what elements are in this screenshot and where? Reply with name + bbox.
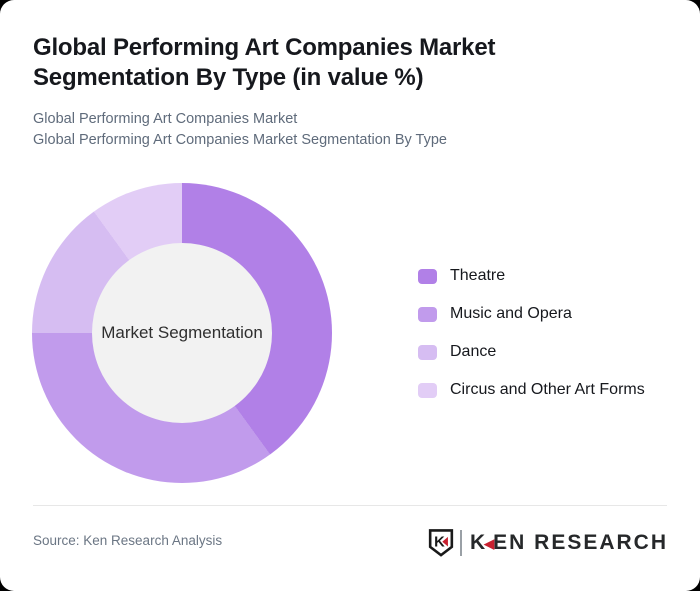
logo-wordmark: K◀EN RESEARCH — [469, 531, 668, 554]
legend-swatch-dance — [418, 344, 437, 360]
legend-item-dance: Dance — [418, 342, 645, 362]
legend-swatch-music-and-opera — [418, 306, 437, 322]
legend-label: Music and Opera — [450, 305, 572, 322]
legend-swatch-circus-and-other — [418, 382, 437, 398]
legend-item-circus-and-other: Circus and Other Art Forms — [418, 380, 645, 400]
legend-label: Circus and Other Art Forms — [450, 381, 645, 398]
logo-divider-bar — [459, 530, 462, 556]
legend-label: Dance — [450, 343, 497, 360]
legend-swatch-theatre — [418, 268, 437, 284]
legend-item-music-and-opera: Music and Opera — [418, 304, 645, 324]
chart-subtitle: Global Performing Art Companies Market G… — [33, 109, 447, 151]
donut-chart: Market Segmentation — [32, 183, 332, 483]
chart-legend: Theatre Music and Opera Dance Circus and… — [418, 266, 645, 418]
legend-item-theatre: Theatre — [418, 266, 645, 286]
footer-divider — [33, 505, 667, 506]
donut-ring: Market Segmentation — [32, 183, 332, 483]
donut-center: Market Segmentation — [92, 243, 272, 423]
subtitle-line-2: Global Performing Art Companies Market S… — [33, 132, 447, 148]
legend-label: Theatre — [450, 267, 506, 284]
source-note: Source: Ken Research Analysis — [33, 533, 223, 548]
subtitle-line-1: Global Performing Art Companies Market — [33, 111, 298, 127]
svg-text:K: K — [434, 534, 445, 550]
logo-red-triangle: ◀ — [484, 536, 495, 551]
page-title: Global Performing Art Companies Market S… — [33, 34, 496, 91]
shield-k-icon: K — [428, 529, 454, 557]
ken-research-logo: K K◀EN RESEARCH — [428, 527, 668, 559]
donut-center-label: Market Segmentation — [101, 323, 263, 342]
